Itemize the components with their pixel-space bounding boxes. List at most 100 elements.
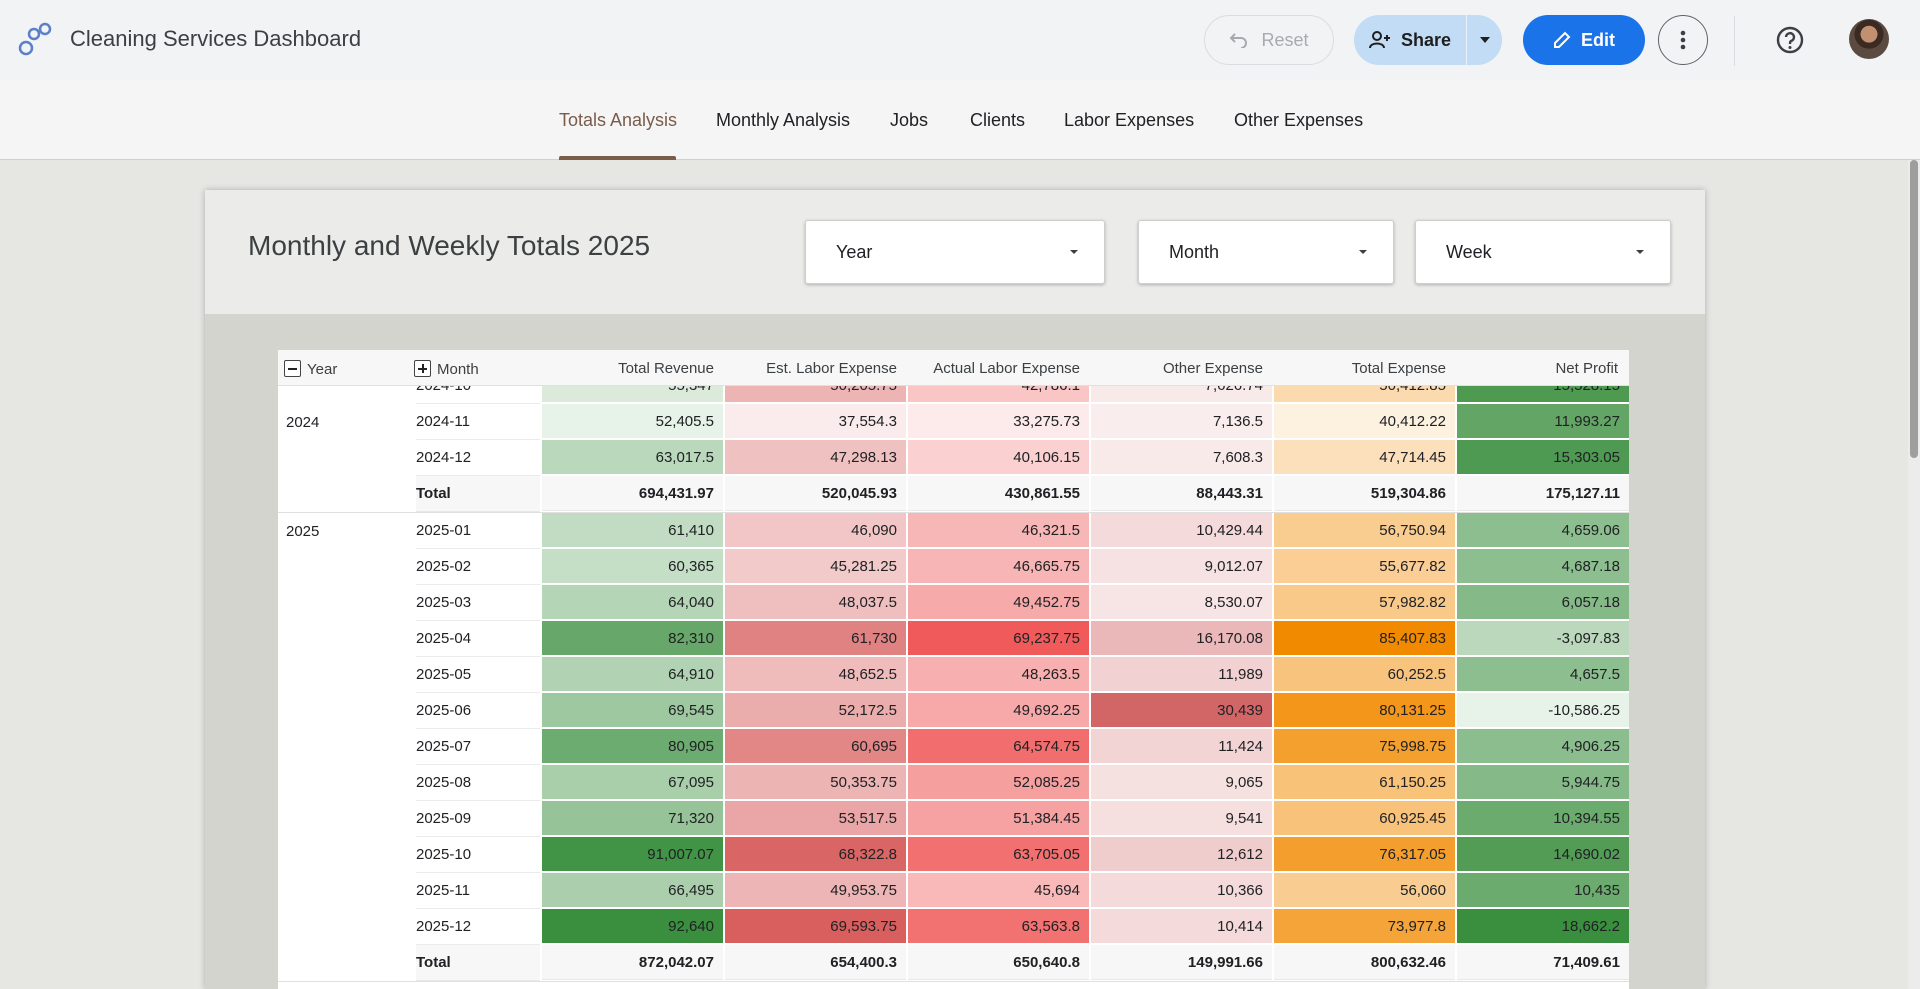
revenue-cell[interactable]: 63,017.5 bbox=[542, 440, 723, 475]
other-expense-cell[interactable]: 8,530.07 bbox=[1091, 585, 1272, 620]
total-expense-cell[interactable]: 55,677.82 bbox=[1274, 549, 1455, 584]
actual-labor-cell[interactable]: 64,574.75 bbox=[908, 729, 1089, 764]
total-expense-cell[interactable]: 85,407.83 bbox=[1274, 621, 1455, 656]
total-expense-header[interactable]: Total Expense bbox=[1351, 360, 1446, 377]
total-expense-cell[interactable]: 57,982.82 bbox=[1274, 585, 1455, 620]
tab-jobs[interactable]: Jobs bbox=[890, 110, 929, 130]
est-labor-cell[interactable]: 53,517.5 bbox=[725, 801, 906, 836]
revenue-cell[interactable]: 66,495 bbox=[542, 873, 723, 908]
actual-labor-cell[interactable]: 63,563.8 bbox=[908, 909, 1089, 944]
actual-labor-cell[interactable]: 51,384.45 bbox=[908, 801, 1089, 836]
total-expense-cell[interactable]: 73,977.8 bbox=[1274, 909, 1455, 944]
total-expense-cell[interactable]: 56,060 bbox=[1274, 873, 1455, 908]
actual-labor-cell[interactable]: 42,786.1 bbox=[908, 386, 1089, 403]
total-expense-cell[interactable]: 61,150.25 bbox=[1274, 765, 1455, 800]
total-expense-cell[interactable]: 519,304.86 bbox=[1274, 476, 1455, 511]
actual-labor-cell[interactable]: 63,705.05 bbox=[908, 837, 1089, 872]
other-expense-cell[interactable]: 7,608.3 bbox=[1091, 440, 1272, 475]
other-expense-cell[interactable]: 16,170.08 bbox=[1091, 621, 1272, 656]
month-filter[interactable]: Month bbox=[1138, 220, 1394, 284]
total-expense-cell[interactable]: 60,925.45 bbox=[1274, 801, 1455, 836]
net-profit-cell[interactable]: 4,906.25 bbox=[1457, 729, 1629, 764]
table-row[interactable]: 2025-03 64,040 48,037.5 49,452.75 8,530.07 57… bbox=[278, 585, 1629, 621]
other-expense-cell[interactable]: 7,626.74 bbox=[1091, 386, 1272, 403]
revenue-cell[interactable]: 80,905 bbox=[542, 729, 723, 764]
net-profit-cell[interactable]: 14,690.02 bbox=[1457, 837, 1629, 872]
est-labor-cell[interactable]: 520,045.93 bbox=[725, 476, 906, 511]
revenue-cell[interactable]: 64,910 bbox=[542, 657, 723, 692]
est-labor-header[interactable]: Est. Labor Expense bbox=[766, 360, 897, 377]
revenue-cell[interactable]: 91,007.07 bbox=[542, 837, 723, 872]
other-expense-cell[interactable]: 88,443.31 bbox=[1091, 476, 1272, 511]
revenue-cell[interactable]: 67,095 bbox=[542, 765, 723, 800]
year-header[interactable]: Year bbox=[284, 360, 337, 378]
tab-totals-analysis[interactable]: Totals Analysis bbox=[559, 110, 678, 130]
revenue-cell[interactable]: 694,431.97 bbox=[542, 476, 723, 511]
page-scrollbar-thumb[interactable] bbox=[1910, 160, 1918, 458]
total-expense-cell[interactable]: 60,252.5 bbox=[1274, 657, 1455, 692]
pivot-table[interactable]: Year Month Total Revenue Est. Labor Expe… bbox=[278, 350, 1629, 989]
table-row[interactable]: 2024-1055,34750,205.7542,786.17,626.7450… bbox=[278, 386, 1629, 404]
est-labor-cell[interactable]: 52,172.5 bbox=[725, 693, 906, 728]
table-row[interactable]: 2025-08 67,095 50,353.75 52,085.25 9,065 61,1… bbox=[278, 765, 1629, 801]
net-profit-header[interactable]: Net Profit bbox=[1555, 360, 1618, 377]
collapse-toggle-icon[interactable] bbox=[284, 360, 301, 377]
est-labor-cell[interactable]: 50,353.75 bbox=[725, 765, 906, 800]
net-profit-cell[interactable]: 4,659.06 bbox=[1457, 513, 1629, 548]
est-labor-cell[interactable]: 60,695 bbox=[725, 729, 906, 764]
actual-labor-cell[interactable]: 46,321.5 bbox=[908, 513, 1089, 548]
net-profit-cell[interactable]: -10,586.25 bbox=[1457, 693, 1629, 728]
revenue-cell[interactable]: 52,405.5 bbox=[542, 404, 723, 439]
other-expense-cell[interactable]: 7,136.5 bbox=[1091, 404, 1272, 439]
revenue-cell[interactable]: 872,042.07 bbox=[542, 945, 723, 980]
other-expense-cell[interactable]: 9,541 bbox=[1091, 801, 1272, 836]
other-expense-header[interactable]: Other Expense bbox=[1162, 360, 1263, 377]
revenue-cell[interactable]: 60,365 bbox=[542, 549, 723, 584]
est-labor-cell[interactable]: 68,322.8 bbox=[725, 837, 906, 872]
total-row[interactable]: Total 872,042.07 654,400.3 650,640.8 149,991… bbox=[278, 945, 1629, 981]
table-row[interactable]: 2025-02 60,365 45,281.25 46,665.75 9,012.07 5… bbox=[278, 549, 1629, 585]
total-expense-cell[interactable]: 40,412.22 bbox=[1274, 404, 1455, 439]
total-expense-cell[interactable]: 75,998.75 bbox=[1274, 729, 1455, 764]
table-row[interactable]: 2025-12 92,640 69,593.75 63,563.8 10,414 73,9… bbox=[278, 909, 1629, 945]
table-row[interactable]: 2025-07 80,905 60,695 64,574.75 11,424 75,998… bbox=[278, 729, 1629, 765]
est-labor-cell[interactable]: 47,298.13 bbox=[725, 440, 906, 475]
actual-labor-cell[interactable]: 430,861.55 bbox=[908, 476, 1089, 511]
actual-labor-cell[interactable]: 40,106.15 bbox=[908, 440, 1089, 475]
other-expense-cell[interactable]: 10,414 bbox=[1091, 909, 1272, 944]
revenue-cell[interactable]: 61,410 bbox=[542, 513, 723, 548]
year-filter[interactable]: Year bbox=[805, 220, 1105, 284]
other-expense-cell[interactable]: 11,989 bbox=[1091, 657, 1272, 692]
est-labor-cell[interactable]: 654,400.3 bbox=[725, 945, 906, 980]
net-profit-cell[interactable]: 10,394.55 bbox=[1457, 801, 1629, 836]
total-row[interactable]: Total 694,431.97 520,045.93 430,861.55 88,44… bbox=[278, 476, 1629, 512]
actual-labor-cell[interactable]: 33,275.73 bbox=[908, 404, 1089, 439]
table-row[interactable]: 2024-12 63,017.5 47,298.13 40,106.15 7,608.3… bbox=[278, 440, 1629, 476]
help-button[interactable] bbox=[1772, 22, 1808, 58]
total-expense-cell[interactable]: 47,714.45 bbox=[1274, 440, 1455, 475]
avatar[interactable] bbox=[1849, 19, 1889, 59]
table-row[interactable]: 2025-04 82,310 61,730 69,237.75 16,170.08 85,… bbox=[278, 621, 1629, 657]
table-row[interactable]: 2024-11 52,405.5 37,554.3 33,275.73 7,136.5 4… bbox=[278, 404, 1629, 440]
net-profit-cell[interactable]: 71,409.61 bbox=[1457, 945, 1629, 980]
other-expense-cell[interactable]: 10,429.44 bbox=[1091, 513, 1272, 548]
table-row[interactable]: 2025-09 71,320 53,517.5 51,384.45 9,541 60,92… bbox=[278, 801, 1629, 837]
total-expense-cell[interactable]: 56,750.94 bbox=[1274, 513, 1455, 548]
app-logo-icon[interactable] bbox=[18, 22, 52, 56]
revenue-cell[interactable]: 82,310 bbox=[542, 621, 723, 656]
actual-labor-cell[interactable]: 45,694 bbox=[908, 873, 1089, 908]
tab-labor-expenses[interactable]: Labor Expenses bbox=[1064, 110, 1195, 130]
table-row[interactable]: 2025-01 61,410 46,090 46,321.5 10,429.44 56,7… bbox=[278, 513, 1629, 549]
other-expense-cell[interactable]: 30,439 bbox=[1091, 693, 1272, 728]
revenue-cell[interactable]: 92,640 bbox=[542, 909, 723, 944]
est-labor-cell[interactable]: 45,281.25 bbox=[725, 549, 906, 584]
reset-button[interactable]: Reset bbox=[1204, 15, 1334, 65]
actual-labor-cell[interactable]: 48,263.5 bbox=[908, 657, 1089, 692]
share-button[interactable]: Share bbox=[1354, 15, 1466, 65]
actual-labor-cell[interactable]: 650,640.8 bbox=[908, 945, 1089, 980]
est-labor-cell[interactable]: 69,593.75 bbox=[725, 909, 906, 944]
revenue-cell[interactable]: 71,320 bbox=[542, 801, 723, 836]
other-expense-cell[interactable]: 9,012.07 bbox=[1091, 549, 1272, 584]
est-labor-cell[interactable]: 46,090 bbox=[725, 513, 906, 548]
actual-labor-header[interactable]: Actual Labor Expense bbox=[933, 360, 1080, 377]
